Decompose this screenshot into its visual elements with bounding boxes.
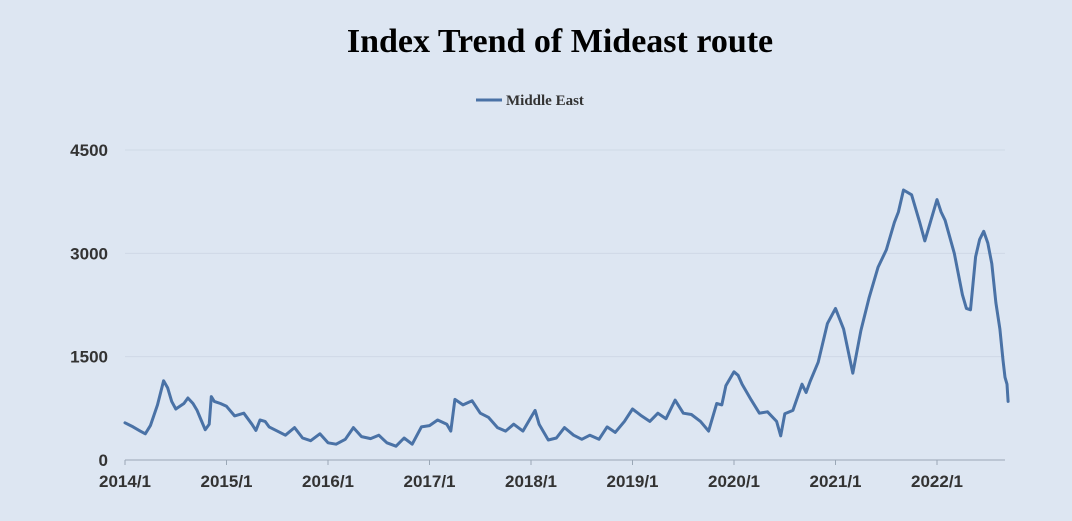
x-tick-label: 2022/1 <box>911 472 963 491</box>
legend: Middle East <box>476 93 584 109</box>
x-tick-label: 2016/1 <box>302 472 354 491</box>
x-tick-label: 2020/1 <box>708 472 760 491</box>
y-axis-ticks: 0 1500 3000 4500 <box>70 141 108 470</box>
series-line-middle-east <box>123 188 1010 448</box>
x-tick-label: 2019/1 <box>607 472 659 491</box>
gridlines <box>125 149 1005 358</box>
x-tick-label: 2021/1 <box>810 472 862 491</box>
x-tick-label: 2017/1 <box>404 472 456 491</box>
y-tick-label: 1500 <box>70 348 108 367</box>
x-tick-label: 2015/1 <box>201 472 253 491</box>
y-tick-label: 0 <box>99 451 108 470</box>
x-tick-label: 2018/1 <box>505 472 557 491</box>
y-tick-label: 4500 <box>70 141 108 160</box>
y-tick-label: 3000 <box>70 244 108 263</box>
x-axis: 2014/1 2015/1 2016/1 2017/1 2018/1 2019/1 2020… <box>99 459 1005 491</box>
x-tick-label: 2014/1 <box>99 472 151 491</box>
series-layer <box>123 188 1010 448</box>
chart-title: Index Trend of Mideast route <box>347 23 773 60</box>
legend-label-middle-east: Middle East <box>506 93 584 109</box>
